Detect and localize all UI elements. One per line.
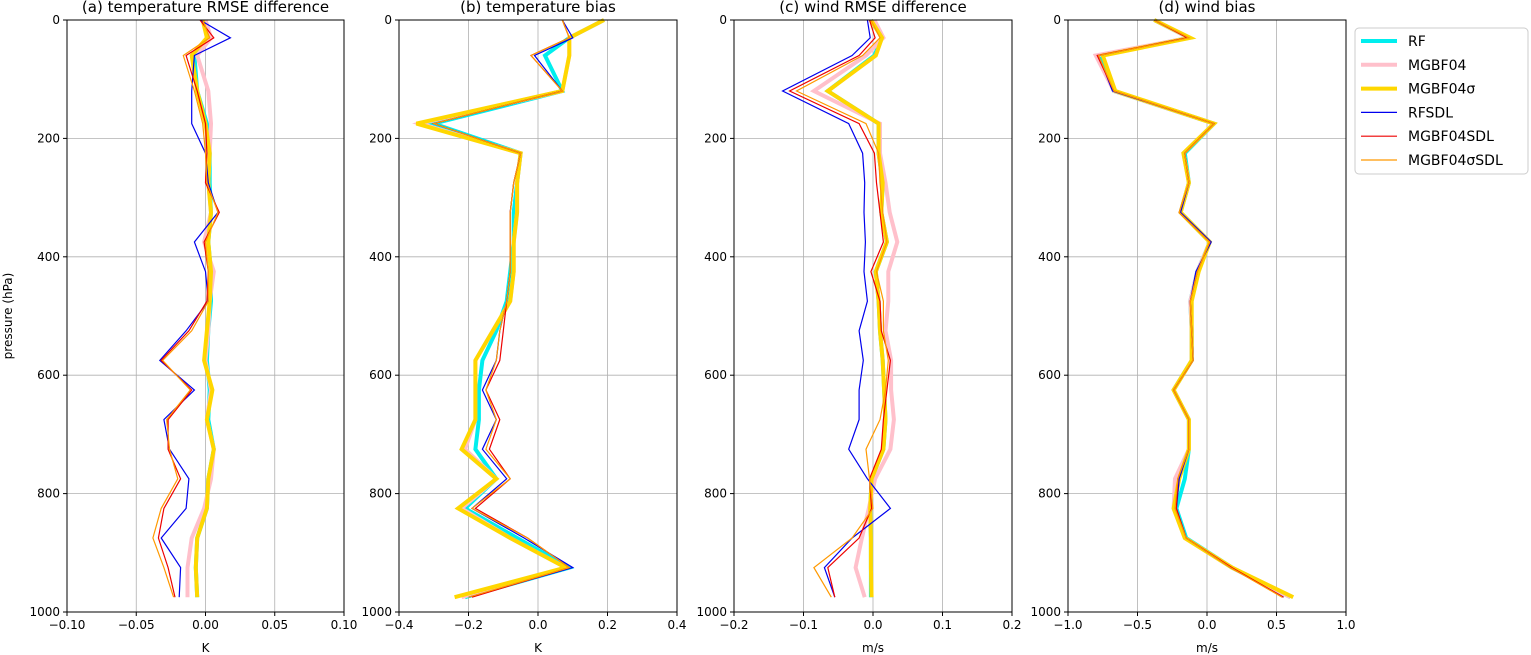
y-tick-label: 0: [719, 13, 727, 27]
y-tick-label: 800: [37, 487, 60, 501]
y-tick-label: 800: [369, 487, 392, 501]
series-group: [152, 19, 232, 598]
legend-item: MGBF04SDL: [1361, 129, 1494, 145]
legend-item: MGBF04σ: [1361, 82, 1475, 98]
y-tick-label: 400: [37, 250, 60, 264]
y-tick-label: 1000: [696, 605, 727, 619]
panel-title: (d) wind bias: [1159, 0, 1256, 16]
legend-label: MGBF04σ: [1408, 82, 1475, 98]
x-tick-label: 0.0: [863, 618, 882, 632]
x-tick-label: 0.05: [261, 618, 288, 632]
y-tick-label: 200: [369, 131, 392, 145]
x-tick-label: 1.0: [1336, 618, 1355, 632]
x-axis-label: m/s: [1196, 641, 1218, 655]
panel-title: (c) wind RMSE difference: [779, 0, 966, 16]
y-tick-label: 1000: [1030, 605, 1061, 619]
x-tick-label: −0.05: [118, 618, 155, 632]
series-group: [411, 18, 605, 600]
series-rfsdl: [158, 19, 232, 598]
x-tick-label: −0.1: [789, 618, 818, 632]
series-mgbf04sigmasdl: [152, 19, 219, 598]
x-tick-label: 0.00: [192, 618, 219, 632]
x-axis-label: K: [202, 641, 211, 655]
y-tick-label: 0: [52, 13, 60, 27]
legend-box: [1354, 27, 1529, 175]
y-tick-label: 1000: [29, 605, 60, 619]
series-group: [1092, 18, 1295, 600]
y-axis-label: pressure (hPa): [1, 273, 15, 360]
legend-item: MGBF04: [1361, 58, 1466, 74]
series-mgbf04sdl: [157, 19, 220, 598]
x-tick-label: 0.0: [1197, 618, 1216, 632]
series-mgbf04sigma: [415, 18, 605, 600]
series-mgbf04sdl: [788, 19, 892, 598]
legend-label: MGBF04SDL: [1408, 129, 1494, 145]
x-tick-label: −0.2: [454, 618, 483, 632]
panel-1: −0.10 −0.05 0.00 0.05 0.10 0 200 400 600 800 1000 (…: [29, 0, 357, 655]
legend: RF MGBF04 MGBF04σ RFSDL MGBF04SDL MGBF04σSDL: [1354, 27, 1529, 175]
legend-label: MGBF04: [1408, 58, 1466, 74]
x-axis-label: m/s: [862, 641, 884, 655]
series-mgbf04sigmasdl: [431, 19, 571, 598]
x-tick-label: 0.0: [528, 618, 547, 632]
x-tick-label: 0.10: [331, 618, 358, 632]
series-mgbf04: [411, 18, 605, 600]
x-axis-label: K: [534, 641, 543, 655]
y-tick-label: 600: [704, 368, 727, 382]
series-mgbf04sigma: [1100, 18, 1295, 600]
x-tick-label: −0.4: [384, 618, 413, 632]
legend-item: RFSDL: [1361, 105, 1453, 121]
panel-title: (a) temperature RMSE difference: [82, 0, 329, 16]
x-tick-label: 0.5: [1267, 618, 1286, 632]
y-tick-label: 200: [704, 131, 727, 145]
y-tick-label: 400: [1038, 250, 1061, 264]
x-tick-label: 0.2: [1002, 618, 1021, 632]
legend-label: RFSDL: [1408, 105, 1453, 121]
y-tick-label: 400: [704, 250, 727, 264]
x-tick-label: −0.5: [1123, 618, 1152, 632]
legend-label: MGBF04σSDL: [1408, 153, 1503, 169]
y-tick-label: 0: [384, 13, 392, 27]
legend-item: RF: [1361, 34, 1426, 50]
x-tick-label: −1.0: [1053, 618, 1082, 632]
series-mgbf04sigmasdl: [795, 19, 889, 598]
panel-2: −0.4 −0.2 0.0 0.2 0.4 0 200 400 600 800 1000 (b) te…: [361, 0, 686, 655]
series-group: [781, 18, 900, 598]
x-tick-label: −0.2: [719, 618, 748, 632]
y-tick-label: 200: [37, 131, 60, 145]
panel-4: −1.0 −0.5 0.0 0.5 1.0 0 200 400 600 800 1000 (d) wi…: [1030, 0, 1355, 655]
series-mgbf04sigmasdl: [1097, 19, 1283, 598]
panel-title: (b) temperature bias: [460, 0, 616, 16]
y-tick-label: 400: [369, 250, 392, 264]
y-tick-label: 600: [37, 368, 60, 382]
y-tick-label: 600: [1038, 368, 1061, 382]
y-tick-label: 800: [1038, 487, 1061, 501]
x-tick-label: 0.1: [933, 618, 952, 632]
series-rfsdl: [781, 19, 892, 598]
y-tick-label: 1000: [361, 605, 392, 619]
y-tick-label: 200: [1038, 131, 1061, 145]
x-tick-label: 0.4: [667, 618, 686, 632]
x-tick-label: 0.2: [598, 618, 617, 632]
legend-item: MGBF04σSDL: [1361, 153, 1503, 169]
y-tick-label: 0: [1053, 13, 1061, 27]
series-mgbf04sigma: [824, 18, 889, 598]
x-tick-label: −0.10: [49, 618, 86, 632]
y-tick-label: 800: [704, 487, 727, 501]
legend-label: RF: [1408, 34, 1426, 50]
panel-3: −0.2 −0.1 0.0 0.1 0.2 0 200 400 600 800 1000 (c) wi…: [696, 0, 1021, 655]
y-tick-label: 600: [369, 368, 392, 382]
series-rf: [1097, 18, 1292, 599]
